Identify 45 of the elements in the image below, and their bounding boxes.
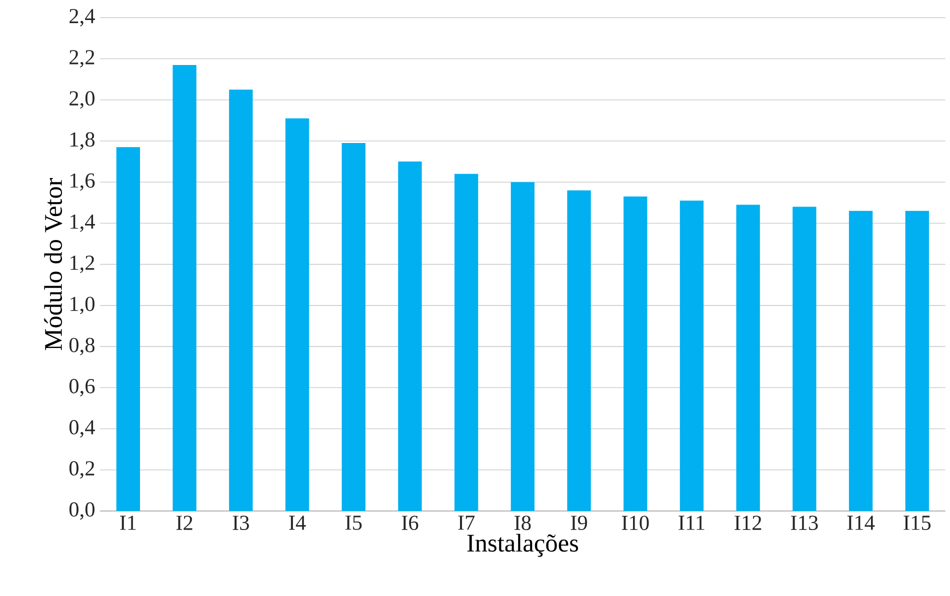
x-tick-label: I1	[120, 516, 136, 530]
bar	[229, 90, 253, 511]
bar	[454, 174, 478, 511]
x-tick-label: I11	[678, 516, 704, 530]
x-tick-label: I5	[345, 516, 362, 530]
x-tick-label: I8	[514, 516, 531, 530]
bar	[905, 210, 929, 511]
y-tick-label: 1,2	[70, 256, 94, 274]
y-tick-label: 1,0	[70, 296, 94, 314]
bar	[116, 147, 140, 511]
bar	[342, 143, 366, 511]
x-tick-label: I3	[232, 516, 249, 530]
x-tick-label: I14	[847, 516, 875, 530]
y-tick-label: 2,4	[70, 8, 95, 26]
y-tick-label: 0,0	[69, 502, 94, 520]
bar	[792, 206, 816, 511]
bar	[624, 196, 648, 511]
y-tick-label: 2,0	[70, 91, 94, 109]
bar	[172, 64, 196, 511]
y-tick-label: 0,6	[69, 378, 95, 396]
x-tick-label: I4	[289, 516, 306, 530]
y-tick-label: 1,4	[70, 214, 95, 232]
y-tick-label: 1,6	[70, 173, 95, 191]
x-tick-label: I6	[402, 516, 418, 530]
bar	[848, 210, 873, 511]
y-tick-label: 0,4	[69, 420, 95, 438]
x-tick-label: I9	[570, 516, 588, 530]
x-tick-label: I13	[790, 516, 818, 530]
bar	[736, 204, 760, 511]
y-tick-label: 0,8	[69, 338, 94, 356]
y-tick-label: 1,8	[70, 132, 94, 150]
bar	[567, 190, 591, 511]
bar	[398, 162, 422, 511]
x-tick-label: I2	[176, 516, 192, 530]
x-tick-label: I15	[904, 516, 931, 530]
bar	[285, 118, 310, 511]
x-tick-label: I7	[458, 516, 475, 530]
x-tick-label: I10	[622, 516, 649, 530]
bar	[680, 200, 704, 511]
y-tick-label: 2,2	[70, 50, 94, 68]
x-tick-label: I12	[734, 516, 762, 530]
y-tick-label: 0,2	[69, 461, 94, 479]
bar	[510, 182, 535, 511]
x-axis-title: Instalações	[467, 534, 578, 557]
y-axis-title: Módulo do Vetor	[44, 178, 62, 350]
